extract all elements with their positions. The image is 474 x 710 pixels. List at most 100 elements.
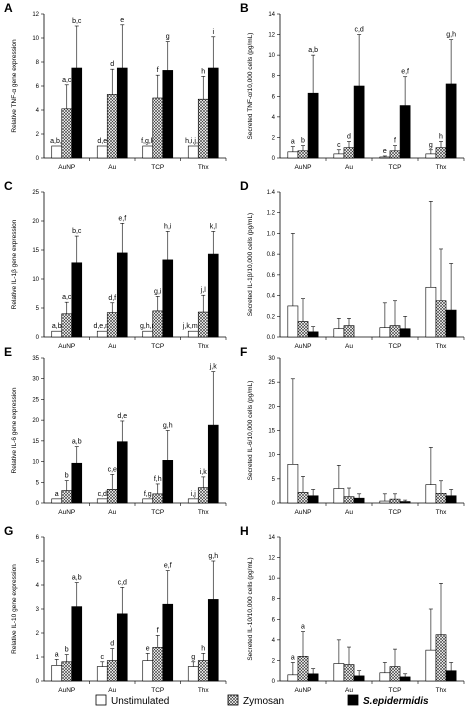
bar-zymosan bbox=[297, 150, 309, 159]
significance-label: g bbox=[429, 142, 433, 149]
significance-label: c,d bbox=[354, 27, 363, 34]
y-axis-label: Secreted IL-6/10,000 cells (pg/mL) bbox=[247, 381, 254, 481]
significance-label: k,l bbox=[210, 223, 217, 230]
y-tick-label: 0 bbox=[272, 501, 276, 507]
x-tick-label: Au bbox=[345, 509, 353, 516]
bar-unstimulated bbox=[333, 328, 345, 338]
y-tick-label: 5 bbox=[36, 306, 40, 312]
y-tick-label: 5 bbox=[272, 477, 276, 483]
bar-zymosan bbox=[61, 661, 73, 682]
y-tick-label: 0.6 bbox=[267, 273, 276, 279]
y-tick-label: 15 bbox=[32, 439, 39, 445]
bar-s-epidermidis bbox=[445, 670, 457, 682]
significance-label: d bbox=[347, 134, 351, 141]
bar-unstimulated bbox=[187, 330, 199, 338]
significance-label: i,k bbox=[200, 469, 208, 476]
bar-unstimulated bbox=[379, 327, 391, 338]
y-tick-label: 14 bbox=[268, 12, 275, 18]
panel-b: B Secreted TNF-α/10,000 cells (pg/mL) 0 2 4 6… bbox=[240, 1, 465, 171]
bar-s-epidermidis bbox=[71, 262, 83, 338]
bar-unstimulated bbox=[51, 330, 63, 338]
significance-label: j,l bbox=[200, 287, 207, 294]
x-tick-label: AuNP bbox=[295, 343, 312, 350]
y-tick-label: 0.0 bbox=[267, 335, 276, 341]
y-tick-label: 10 bbox=[268, 453, 275, 459]
significance-label: i,j bbox=[191, 491, 197, 498]
y-tick-label: 0 bbox=[36, 679, 40, 685]
x-tick-label: TCP bbox=[151, 509, 164, 516]
panel-letter: F bbox=[240, 345, 247, 359]
significance-label: a bbox=[301, 624, 305, 631]
x-tick-label: TCP bbox=[389, 343, 402, 350]
significance-label: a,b bbox=[52, 323, 62, 330]
x-tick-label: Au bbox=[345, 343, 353, 350]
bar-s-epidermidis bbox=[71, 462, 83, 504]
y-tick-label: 10 bbox=[32, 460, 39, 466]
significance-label: b bbox=[65, 647, 69, 654]
bar-unstimulated bbox=[96, 145, 108, 159]
panel-letter: B bbox=[240, 1, 249, 15]
bar-unstimulated bbox=[187, 498, 199, 504]
significance-label: a,b bbox=[72, 575, 82, 582]
significance-label: e bbox=[146, 645, 150, 652]
y-tick-label: 8 bbox=[272, 74, 276, 80]
y-axis-label: Relative IL-10 gene expression bbox=[11, 564, 18, 654]
significance-label: h,i,j,k bbox=[185, 138, 202, 145]
panel-c: C Relative IL-1β gene expression 0 5 10 15 20 2… bbox=[4, 179, 227, 350]
significance-label: f,h bbox=[154, 476, 162, 483]
significance-label: b bbox=[65, 473, 69, 480]
panel-letter: E bbox=[4, 345, 12, 359]
bar-zymosan bbox=[297, 656, 309, 682]
x-tick-label: Au bbox=[108, 164, 116, 171]
bar-s-epidermidis bbox=[307, 92, 319, 159]
bar-unstimulated bbox=[96, 498, 108, 504]
y-tick-label: 12 bbox=[268, 33, 275, 39]
x-tick-label: Thx bbox=[198, 687, 210, 694]
legend-label: Unstimulated bbox=[111, 696, 169, 707]
significance-label: f,g,k bbox=[141, 138, 155, 145]
significance-label: g,h bbox=[163, 423, 173, 430]
significance-label: a bbox=[55, 651, 59, 658]
bar-zymosan bbox=[61, 490, 73, 504]
significance-label: h bbox=[439, 134, 443, 141]
panel-letter: H bbox=[240, 524, 249, 538]
significance-label: d,e,m bbox=[93, 323, 111, 330]
significance-label: f bbox=[394, 138, 396, 145]
bar-unstimulated bbox=[379, 156, 391, 159]
y-tick-label: 5 bbox=[36, 480, 40, 486]
x-tick-label: Au bbox=[108, 687, 116, 694]
bar-unstimulated bbox=[187, 145, 199, 159]
x-tick-label: AuNP bbox=[295, 509, 312, 516]
panel-a: A Relative TNF-α gene expression 0 2 4 6 8 10 12… bbox=[4, 1, 227, 171]
significance-label: a,c bbox=[62, 77, 72, 84]
bar-zymosan bbox=[197, 660, 209, 682]
x-tick-label: AuNP bbox=[295, 164, 312, 171]
bar-unstimulated bbox=[287, 305, 299, 338]
x-tick-label: TCP bbox=[389, 164, 402, 171]
x-tick-label: TCP bbox=[389, 687, 402, 694]
bar-zymosan bbox=[389, 150, 401, 159]
y-tick-label: 0 bbox=[36, 335, 40, 341]
y-tick-label: 0.8 bbox=[267, 252, 276, 258]
significance-label: g,h bbox=[208, 553, 218, 560]
y-tick-label: 12 bbox=[32, 12, 39, 18]
x-tick-label: TCP bbox=[151, 343, 164, 350]
significance-label: d,e bbox=[117, 413, 127, 420]
y-tick-label: 1.2 bbox=[267, 211, 276, 217]
y-axis-label: Relative IL-1β gene expression bbox=[11, 219, 18, 309]
legend-swatch bbox=[227, 694, 239, 706]
significance-label: f bbox=[157, 67, 159, 74]
y-tick-label: 2 bbox=[272, 135, 276, 141]
x-tick-label: Au bbox=[108, 343, 116, 350]
y-tick-label: 0 bbox=[272, 156, 276, 162]
y-axis-label: Secreted TNF-α/10,000 cells (pg/mL) bbox=[247, 33, 254, 140]
panel-g: G Relative IL-10 gene expression 0 1 2 3 4 5 6 Au… bbox=[4, 524, 227, 694]
panel-f: F Secreted IL-6/10,000 cells (pg/mL) 0 5 10 1… bbox=[240, 345, 465, 516]
y-tick-label: 0.2 bbox=[267, 314, 276, 320]
significance-label: g bbox=[166, 34, 170, 41]
bar-unstimulated bbox=[142, 330, 154, 338]
significance-label: g,h,n bbox=[140, 323, 156, 330]
bar-zymosan bbox=[61, 313, 73, 338]
bar-s-epidermidis bbox=[445, 495, 457, 504]
panel-letter: D bbox=[240, 179, 249, 193]
